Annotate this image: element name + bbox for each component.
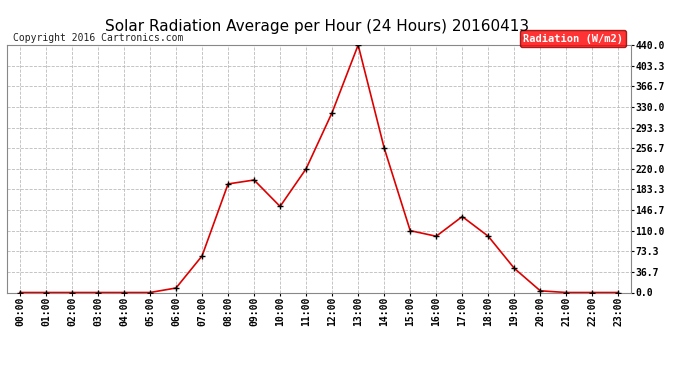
- Text: Solar Radiation Average per Hour (24 Hours) 20160413: Solar Radiation Average per Hour (24 Hou…: [106, 19, 529, 34]
- Text: Copyright 2016 Cartronics.com: Copyright 2016 Cartronics.com: [13, 33, 184, 42]
- Legend: Radiation (W/m2): Radiation (W/m2): [520, 30, 626, 47]
